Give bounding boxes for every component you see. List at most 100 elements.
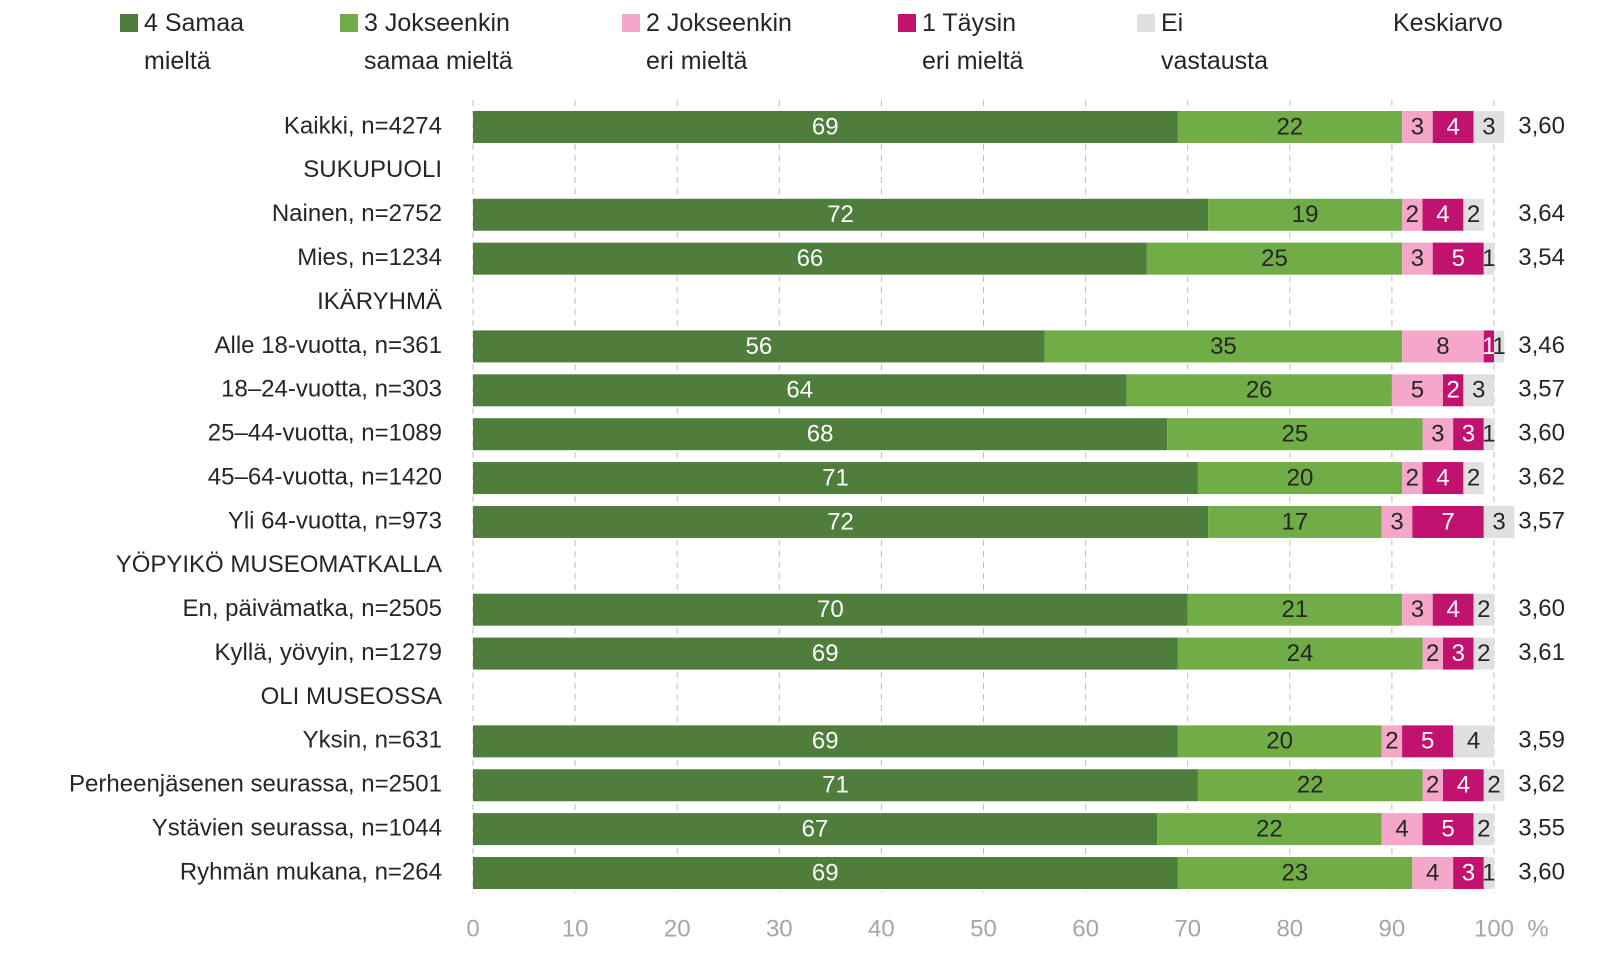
bar-segment bbox=[1422, 418, 1454, 451]
data-label: 35 bbox=[1210, 333, 1237, 360]
x-axis-unit: % bbox=[1527, 915, 1548, 942]
bar-segment bbox=[1197, 462, 1403, 495]
bar-segment bbox=[1463, 462, 1484, 495]
y-tick-label: Yli 64-vuotta, n=973 bbox=[228, 507, 442, 534]
bar-segment bbox=[1208, 505, 1382, 538]
bar-segment bbox=[473, 725, 1178, 758]
mean-column-title: Keskiarvo bbox=[1393, 9, 1503, 37]
data-label: 64 bbox=[786, 377, 813, 404]
data-label: 5 bbox=[1421, 728, 1434, 755]
bar-segment bbox=[1126, 374, 1392, 407]
legend-label: 3 Jokseenkin samaa mieltä bbox=[364, 9, 513, 75]
data-label: 3 bbox=[1411, 113, 1424, 140]
data-label: 4 bbox=[1457, 772, 1470, 799]
data-label: 1 bbox=[1492, 333, 1505, 360]
bar-segment bbox=[1381, 505, 1413, 538]
mean-label: 3,57 bbox=[1518, 507, 1565, 534]
x-tick-label: 30 bbox=[766, 915, 793, 942]
data-label: 2 bbox=[1385, 728, 1398, 755]
data-label: 71 bbox=[822, 464, 849, 491]
y-tick-label: En, päivämatka, n=2505 bbox=[182, 595, 442, 622]
bar-segment bbox=[1177, 637, 1423, 670]
legend-item: 1 Täysin eri mieltä bbox=[898, 4, 1033, 80]
data-label: 21 bbox=[1282, 596, 1309, 623]
data-label: 5 bbox=[1411, 377, 1424, 404]
data-label: 24 bbox=[1287, 640, 1314, 667]
data-label: 2 bbox=[1446, 377, 1459, 404]
bar-segment bbox=[1453, 418, 1484, 451]
bar-segment bbox=[1402, 242, 1433, 275]
mean-label: 3,60 bbox=[1518, 420, 1565, 447]
legend-item: 2 Jokseenkin eri mieltä bbox=[622, 4, 802, 80]
data-label: 2 bbox=[1477, 596, 1490, 623]
bar-segment bbox=[1177, 857, 1413, 889]
data-label: 20 bbox=[1266, 728, 1293, 755]
bar-segment bbox=[1432, 242, 1484, 275]
data-label: 19 bbox=[1292, 201, 1319, 228]
bar-segment bbox=[1402, 330, 1484, 363]
y-tick-label: Alle 18-vuotta, n=361 bbox=[215, 332, 443, 359]
data-label: 5 bbox=[1441, 815, 1454, 842]
bar-segment bbox=[1402, 593, 1433, 626]
data-label: 22 bbox=[1276, 113, 1303, 140]
y-tick-label: IKÄRYHMÄ bbox=[317, 288, 442, 315]
legend-label: 1 Täysin eri mieltä bbox=[922, 9, 1024, 75]
bar-segment bbox=[1177, 725, 1382, 758]
x-tick-label: 90 bbox=[1379, 915, 1406, 942]
bar-segment bbox=[1483, 330, 1494, 363]
x-tick-label: 60 bbox=[1072, 915, 1099, 942]
bar-segment bbox=[1044, 330, 1403, 363]
bar-segment bbox=[1422, 813, 1474, 846]
bar-segment bbox=[1483, 505, 1515, 538]
data-label: 69 bbox=[812, 640, 839, 667]
bar-segment bbox=[1422, 637, 1443, 670]
legend-item: 3 Jokseenkin samaa mieltä bbox=[340, 4, 540, 80]
bar-segment bbox=[473, 769, 1198, 802]
bar-segment bbox=[1402, 462, 1423, 495]
bar-segment bbox=[1494, 330, 1505, 363]
data-label: 2 bbox=[1406, 201, 1419, 228]
data-label: 2 bbox=[1426, 640, 1439, 667]
data-label: 1 bbox=[1482, 859, 1495, 886]
data-label: 1 bbox=[1482, 421, 1495, 448]
data-label: 2 bbox=[1406, 464, 1419, 491]
x-tick-label: 80 bbox=[1276, 915, 1303, 942]
bar-segment bbox=[473, 857, 1178, 889]
bar-segment bbox=[1463, 198, 1484, 231]
bar-segment bbox=[1422, 769, 1443, 802]
data-label: 25 bbox=[1282, 421, 1309, 448]
bar-segment bbox=[1412, 505, 1484, 538]
bar-segment bbox=[1483, 242, 1494, 275]
bar-segment bbox=[1432, 111, 1474, 143]
bar-segment bbox=[473, 242, 1147, 275]
data-label: 2 bbox=[1467, 201, 1480, 228]
bar-segment bbox=[473, 198, 1209, 231]
legend-swatch bbox=[1137, 14, 1155, 32]
data-label: 71 bbox=[822, 772, 849, 799]
y-tick-label: Ystävien seurassa, n=1044 bbox=[152, 814, 442, 841]
bar-segment bbox=[473, 593, 1188, 626]
data-label: 1 bbox=[1482, 245, 1495, 272]
data-label: 17 bbox=[1282, 508, 1309, 535]
x-tick-label: 0 bbox=[466, 915, 479, 942]
mean-label: 3,59 bbox=[1518, 727, 1565, 754]
data-label: 5 bbox=[1452, 245, 1465, 272]
bar-segment bbox=[1402, 725, 1454, 758]
bar-segment bbox=[1473, 593, 1494, 626]
x-tick-label: 50 bbox=[970, 915, 997, 942]
data-label: 3 bbox=[1462, 421, 1475, 448]
data-label: 68 bbox=[807, 421, 834, 448]
data-label: 3 bbox=[1462, 859, 1475, 886]
bar-segment bbox=[1463, 374, 1494, 407]
bar-segment bbox=[1391, 374, 1443, 407]
legend-item: 4 Samaa mieltä bbox=[120, 4, 270, 80]
y-tick-label: SUKUPUOLI bbox=[303, 156, 442, 183]
bar-segment bbox=[1381, 725, 1403, 758]
bar-segment bbox=[1473, 637, 1494, 670]
y-tick-label: OLI MUSEOSSA bbox=[261, 683, 442, 710]
data-label: 4 bbox=[1446, 113, 1459, 140]
mean-label: 3,60 bbox=[1518, 858, 1565, 885]
x-tick-label: 100 bbox=[1474, 915, 1514, 942]
legend-label: 2 Jokseenkin eri mieltä bbox=[646, 9, 792, 75]
